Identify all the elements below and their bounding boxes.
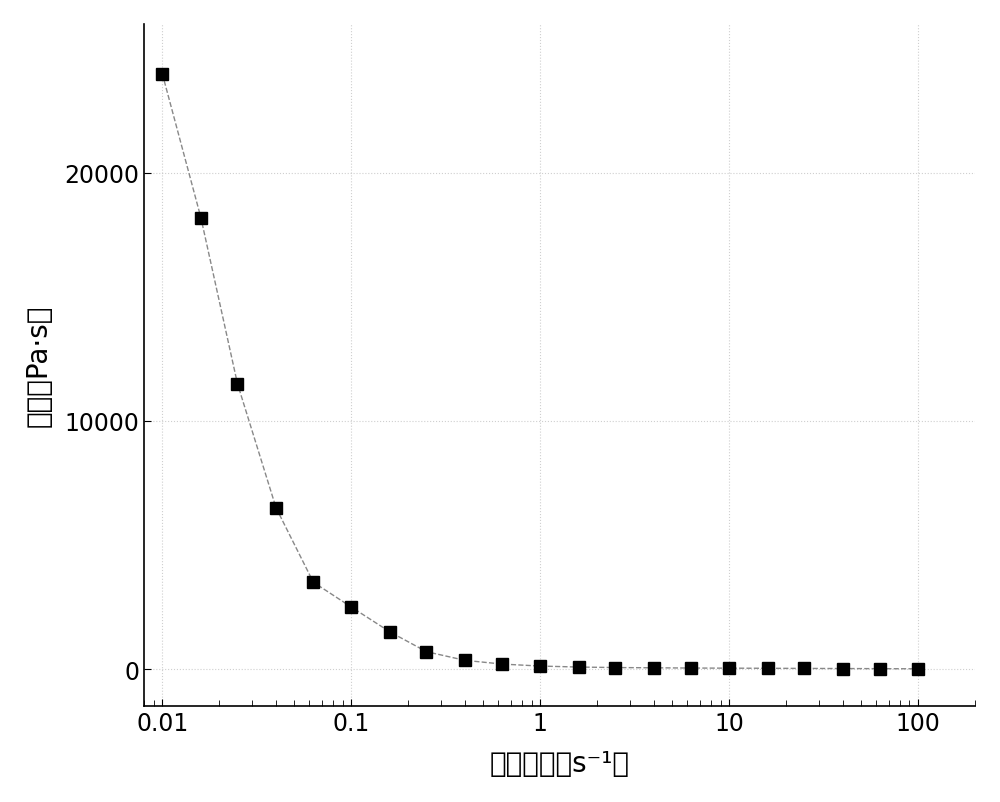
X-axis label: 剪切速率（s⁻¹）: 剪切速率（s⁻¹）	[489, 749, 629, 777]
Y-axis label: 黏度（Pa·s）: 黏度（Pa·s）	[25, 305, 53, 427]
